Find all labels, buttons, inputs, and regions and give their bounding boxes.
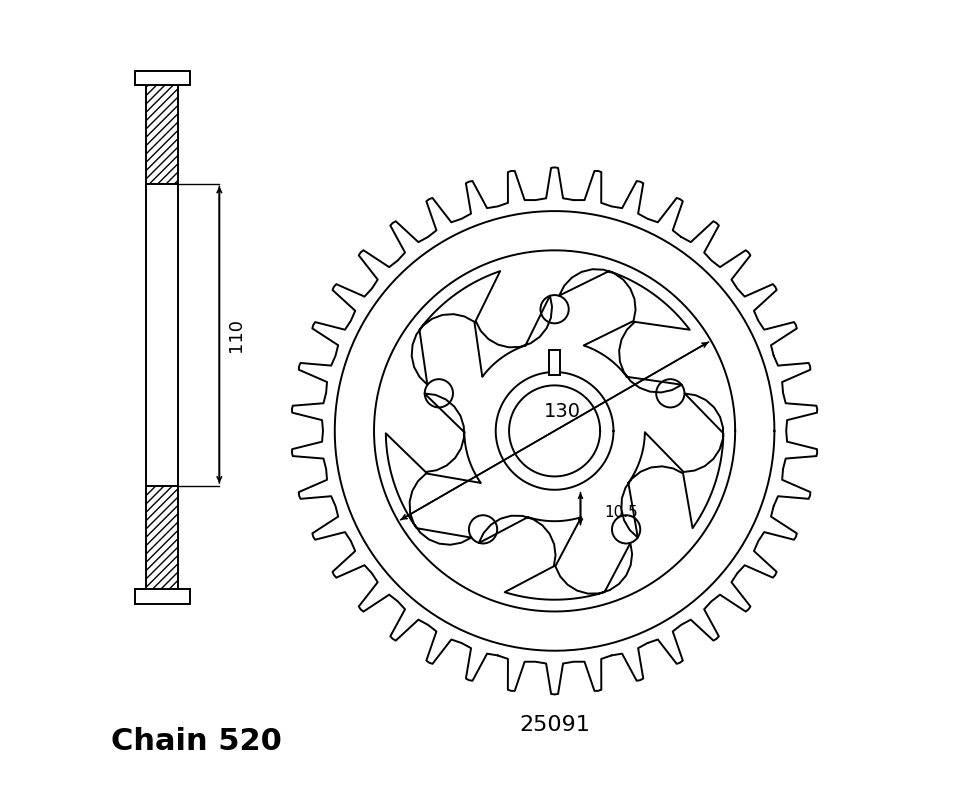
Text: 110: 110 [228, 318, 245, 352]
Bar [134, 590, 189, 603]
Text: Chain 520: Chain 520 [111, 726, 282, 756]
Text: 10.5: 10.5 [604, 505, 637, 520]
Text: 25091: 25091 [519, 715, 590, 735]
Bar [146, 85, 178, 184]
Bar [549, 350, 560, 376]
Bar [146, 184, 178, 486]
Bar [146, 486, 178, 590]
Bar [134, 71, 189, 85]
Text: 130: 130 [544, 402, 581, 421]
